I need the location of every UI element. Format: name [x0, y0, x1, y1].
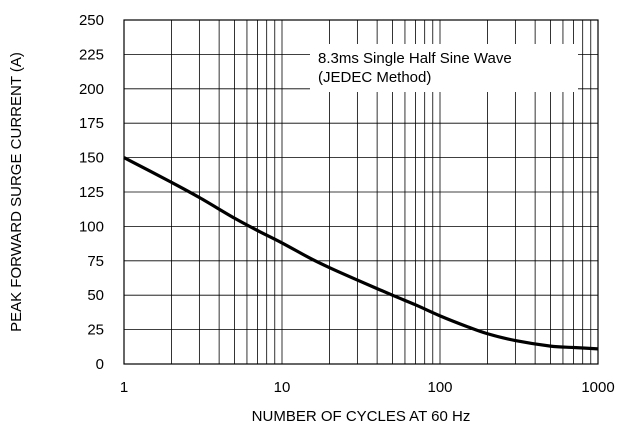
x-axis-label: NUMBER OF CYCLES AT 60 Hz [252, 408, 471, 425]
annotation-box: 8.3ms Single Half Sine Wave (JEDEC Metho… [310, 44, 578, 92]
y-tick-label: 50 [87, 287, 104, 304]
x-axis-ticks: 1 10 100 1000 [120, 379, 615, 396]
annotation-line-1: 8.3ms Single Half Sine Wave [318, 50, 512, 67]
y-tick-label: 250 [79, 12, 104, 29]
y-tick-label: 200 [79, 81, 104, 98]
y-tick-label: 100 [79, 218, 104, 235]
y-tick-label: 150 [79, 150, 104, 167]
y-tick-label: 225 [79, 46, 104, 63]
y-tick-label: 0 [96, 356, 104, 373]
plot-frame [123, 19, 599, 365]
series-group [123, 156, 599, 351]
annotation-line-2: (JEDEC Method) [318, 69, 431, 86]
y-tick-label: 125 [79, 184, 104, 201]
y-tick-label: 25 [87, 322, 104, 339]
x-tick-label: 100 [427, 379, 452, 396]
x-tick-label: 1 [120, 379, 128, 396]
series-line-0 [123, 156, 599, 351]
y-axis-ticks: 0 25 50 75 100 125 150 175 200 225 250 [79, 12, 104, 373]
x-tick-label: 10 [274, 379, 291, 396]
y-tick-label: 75 [87, 253, 104, 270]
y-tick-label: 175 [79, 115, 104, 132]
y-axis-label: PEAK FORWARD SURGE CURRENT (A) [8, 52, 25, 332]
x-tick-label: 1000 [581, 379, 614, 396]
